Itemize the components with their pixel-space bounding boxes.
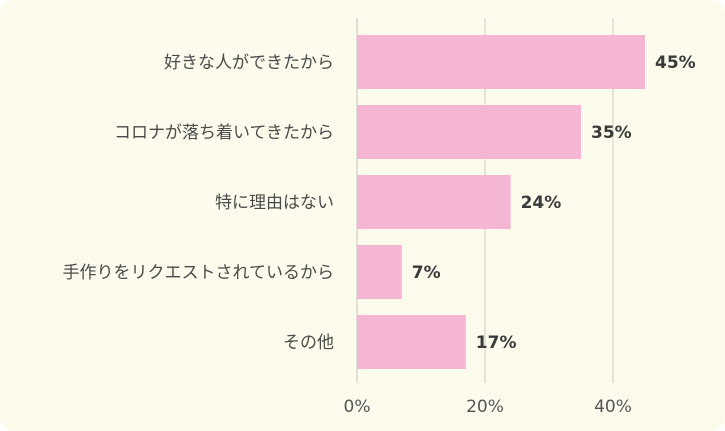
bar	[357, 105, 581, 159]
category-label: 手作りをリクエストされているから	[63, 263, 335, 283]
x-tick-label: 0%	[344, 397, 371, 417]
category-label: コロナが落ち着いてきたから	[114, 123, 334, 143]
bar	[357, 35, 645, 89]
category-label: その他	[283, 333, 334, 353]
bar	[357, 175, 511, 229]
value-label: 35%	[591, 123, 632, 143]
bar	[357, 315, 466, 369]
x-tick-label: 20%	[466, 397, 504, 417]
value-label: 17%	[476, 333, 517, 353]
bars	[357, 35, 645, 369]
value-label: 7%	[412, 263, 441, 283]
category-label: 特に理由はない	[215, 193, 334, 213]
value-label: 45%	[655, 53, 696, 73]
bar	[357, 245, 402, 299]
value-label: 24%	[521, 193, 562, 213]
labels: 0% 20% 40% 好きな人ができたから 45% コロナが落ち着いてきたから 35% 特に理…	[63, 53, 696, 417]
category-label: 好きな人ができたから	[164, 53, 334, 73]
x-tick-label: 40%	[594, 397, 632, 417]
